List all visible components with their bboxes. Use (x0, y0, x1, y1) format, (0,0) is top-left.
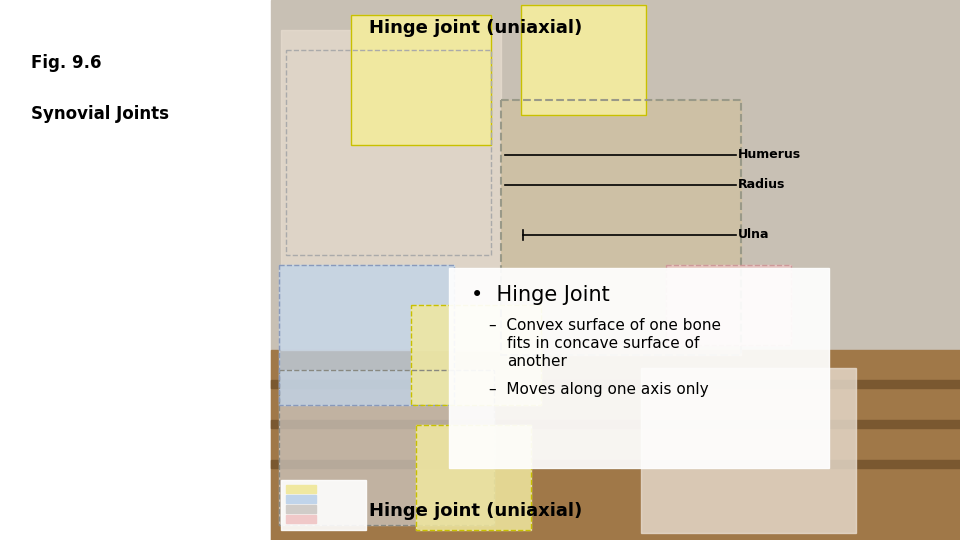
Text: Hinge joint (uniaxial): Hinge joint (uniaxial) (369, 502, 582, 520)
Text: Fig. 9.6: Fig. 9.6 (31, 54, 101, 72)
Bar (520, 5, 646, 115)
Text: Hinge joint (uniaxial): Hinge joint (uniaxial) (369, 19, 582, 37)
Bar (286, 50, 491, 255)
Text: another: another (507, 354, 566, 369)
Bar (278, 370, 493, 525)
Bar (280, 30, 501, 350)
Bar (286, 515, 316, 523)
Text: fits in concave surface of: fits in concave surface of (507, 336, 699, 351)
Text: •  Hinge Joint: • Hinge Joint (470, 285, 610, 305)
Bar (665, 265, 791, 345)
Bar (520, 5, 646, 115)
Bar (640, 368, 855, 533)
Text: –  Moves along one axis only: – Moves along one axis only (489, 382, 708, 397)
Bar (271, 460, 960, 468)
Bar (501, 100, 741, 355)
Bar (286, 505, 316, 513)
Bar (271, 380, 960, 388)
Bar (286, 485, 316, 493)
Bar (0, 0, 271, 540)
Bar (280, 480, 366, 530)
Bar (665, 265, 791, 345)
Bar (416, 425, 531, 530)
Text: –  Convex surface of one bone: – Convex surface of one bone (489, 318, 721, 333)
Bar (411, 305, 540, 405)
Bar (350, 15, 491, 145)
Bar (501, 100, 741, 355)
Text: Synovial Joints: Synovial Joints (31, 105, 169, 123)
Bar (271, 350, 960, 540)
Bar (278, 370, 493, 525)
Bar (271, 420, 960, 428)
Bar (350, 15, 491, 145)
Text: Radius: Radius (737, 179, 785, 192)
Bar (416, 425, 531, 530)
Bar (278, 265, 454, 405)
Bar (271, 0, 960, 540)
Bar (411, 305, 540, 405)
Text: Humerus: Humerus (737, 148, 801, 161)
Bar (278, 265, 454, 405)
Text: Ulna: Ulna (737, 228, 769, 241)
Bar (448, 268, 828, 468)
Bar (286, 495, 316, 503)
